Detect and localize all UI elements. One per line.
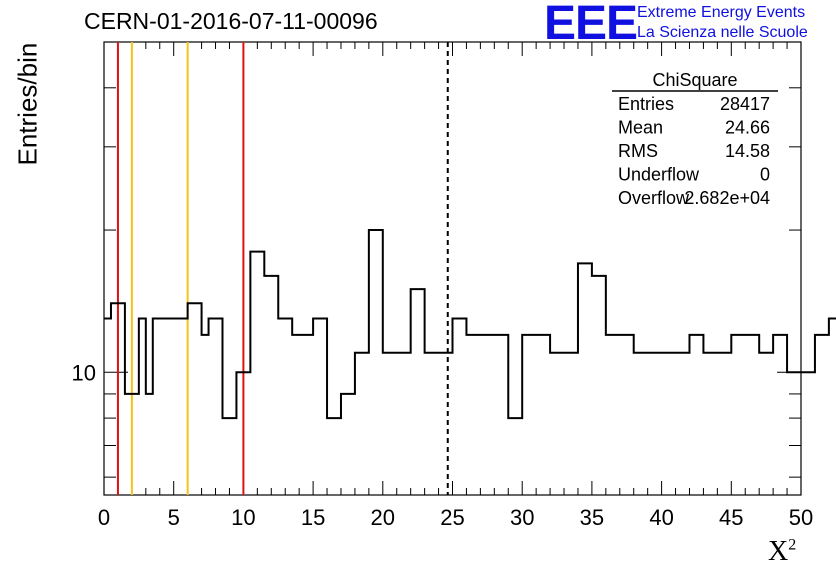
- stats-value: 28417: [720, 94, 770, 114]
- histogram-line: [104, 229, 836, 420]
- stats-label: Overflow: [618, 188, 690, 208]
- x-tick-label: 0: [98, 505, 110, 530]
- x-tick-label: 30: [510, 505, 534, 530]
- stats-value: 2.682e+04: [684, 188, 770, 208]
- x-tick-label: 5: [168, 505, 180, 530]
- logo-line-2: La Scienza nelle Scuole: [637, 24, 808, 41]
- x-axis-label-text: X: [768, 536, 789, 567]
- eee-logo-mark: EEE: [544, 0, 638, 50]
- stats-title: ChiSquare: [652, 70, 737, 90]
- x-tick-label: 45: [719, 505, 743, 530]
- stats-value: 24.66: [725, 118, 770, 138]
- stats-label: Mean: [618, 118, 663, 138]
- x-axis-label-superscript: 2: [788, 536, 797, 554]
- x-tick-label: 35: [580, 505, 604, 530]
- cut-lines: [116, 42, 449, 495]
- x-tick-label: 10: [231, 505, 255, 530]
- stats-value: 0: [760, 165, 770, 185]
- x-axis-label: X2: [768, 536, 796, 568]
- y-axis-label: Entries/bin: [12, 42, 43, 166]
- stats-value: 14.58: [725, 141, 770, 161]
- stats-label: Entries: [618, 94, 674, 114]
- x-tick-label: 40: [649, 505, 673, 530]
- y-tick-labels: 10: [72, 360, 96, 385]
- stats-label: RMS: [618, 141, 658, 161]
- stats-box-bg: [612, 68, 778, 213]
- x-tick-labels: 0 5 10 15 20 25 30 35 40 45 50: [98, 505, 813, 530]
- x-tick-label: 50: [789, 505, 813, 530]
- chart-title: CERN-01-2016-07-11-00096: [84, 8, 378, 34]
- x-tick-label: 25: [440, 505, 464, 530]
- stats-label: Underflow: [618, 165, 700, 185]
- y-tick-label: 10: [72, 360, 96, 385]
- x-tick-label: 15: [301, 505, 325, 530]
- logo-line-1: Extreme Energy Events: [637, 4, 806, 21]
- stats-box: ChiSquare Entries 28417 Mean 24.66 RMS 14.58 Un…: [612, 68, 778, 213]
- x-tick-label: 20: [371, 505, 395, 530]
